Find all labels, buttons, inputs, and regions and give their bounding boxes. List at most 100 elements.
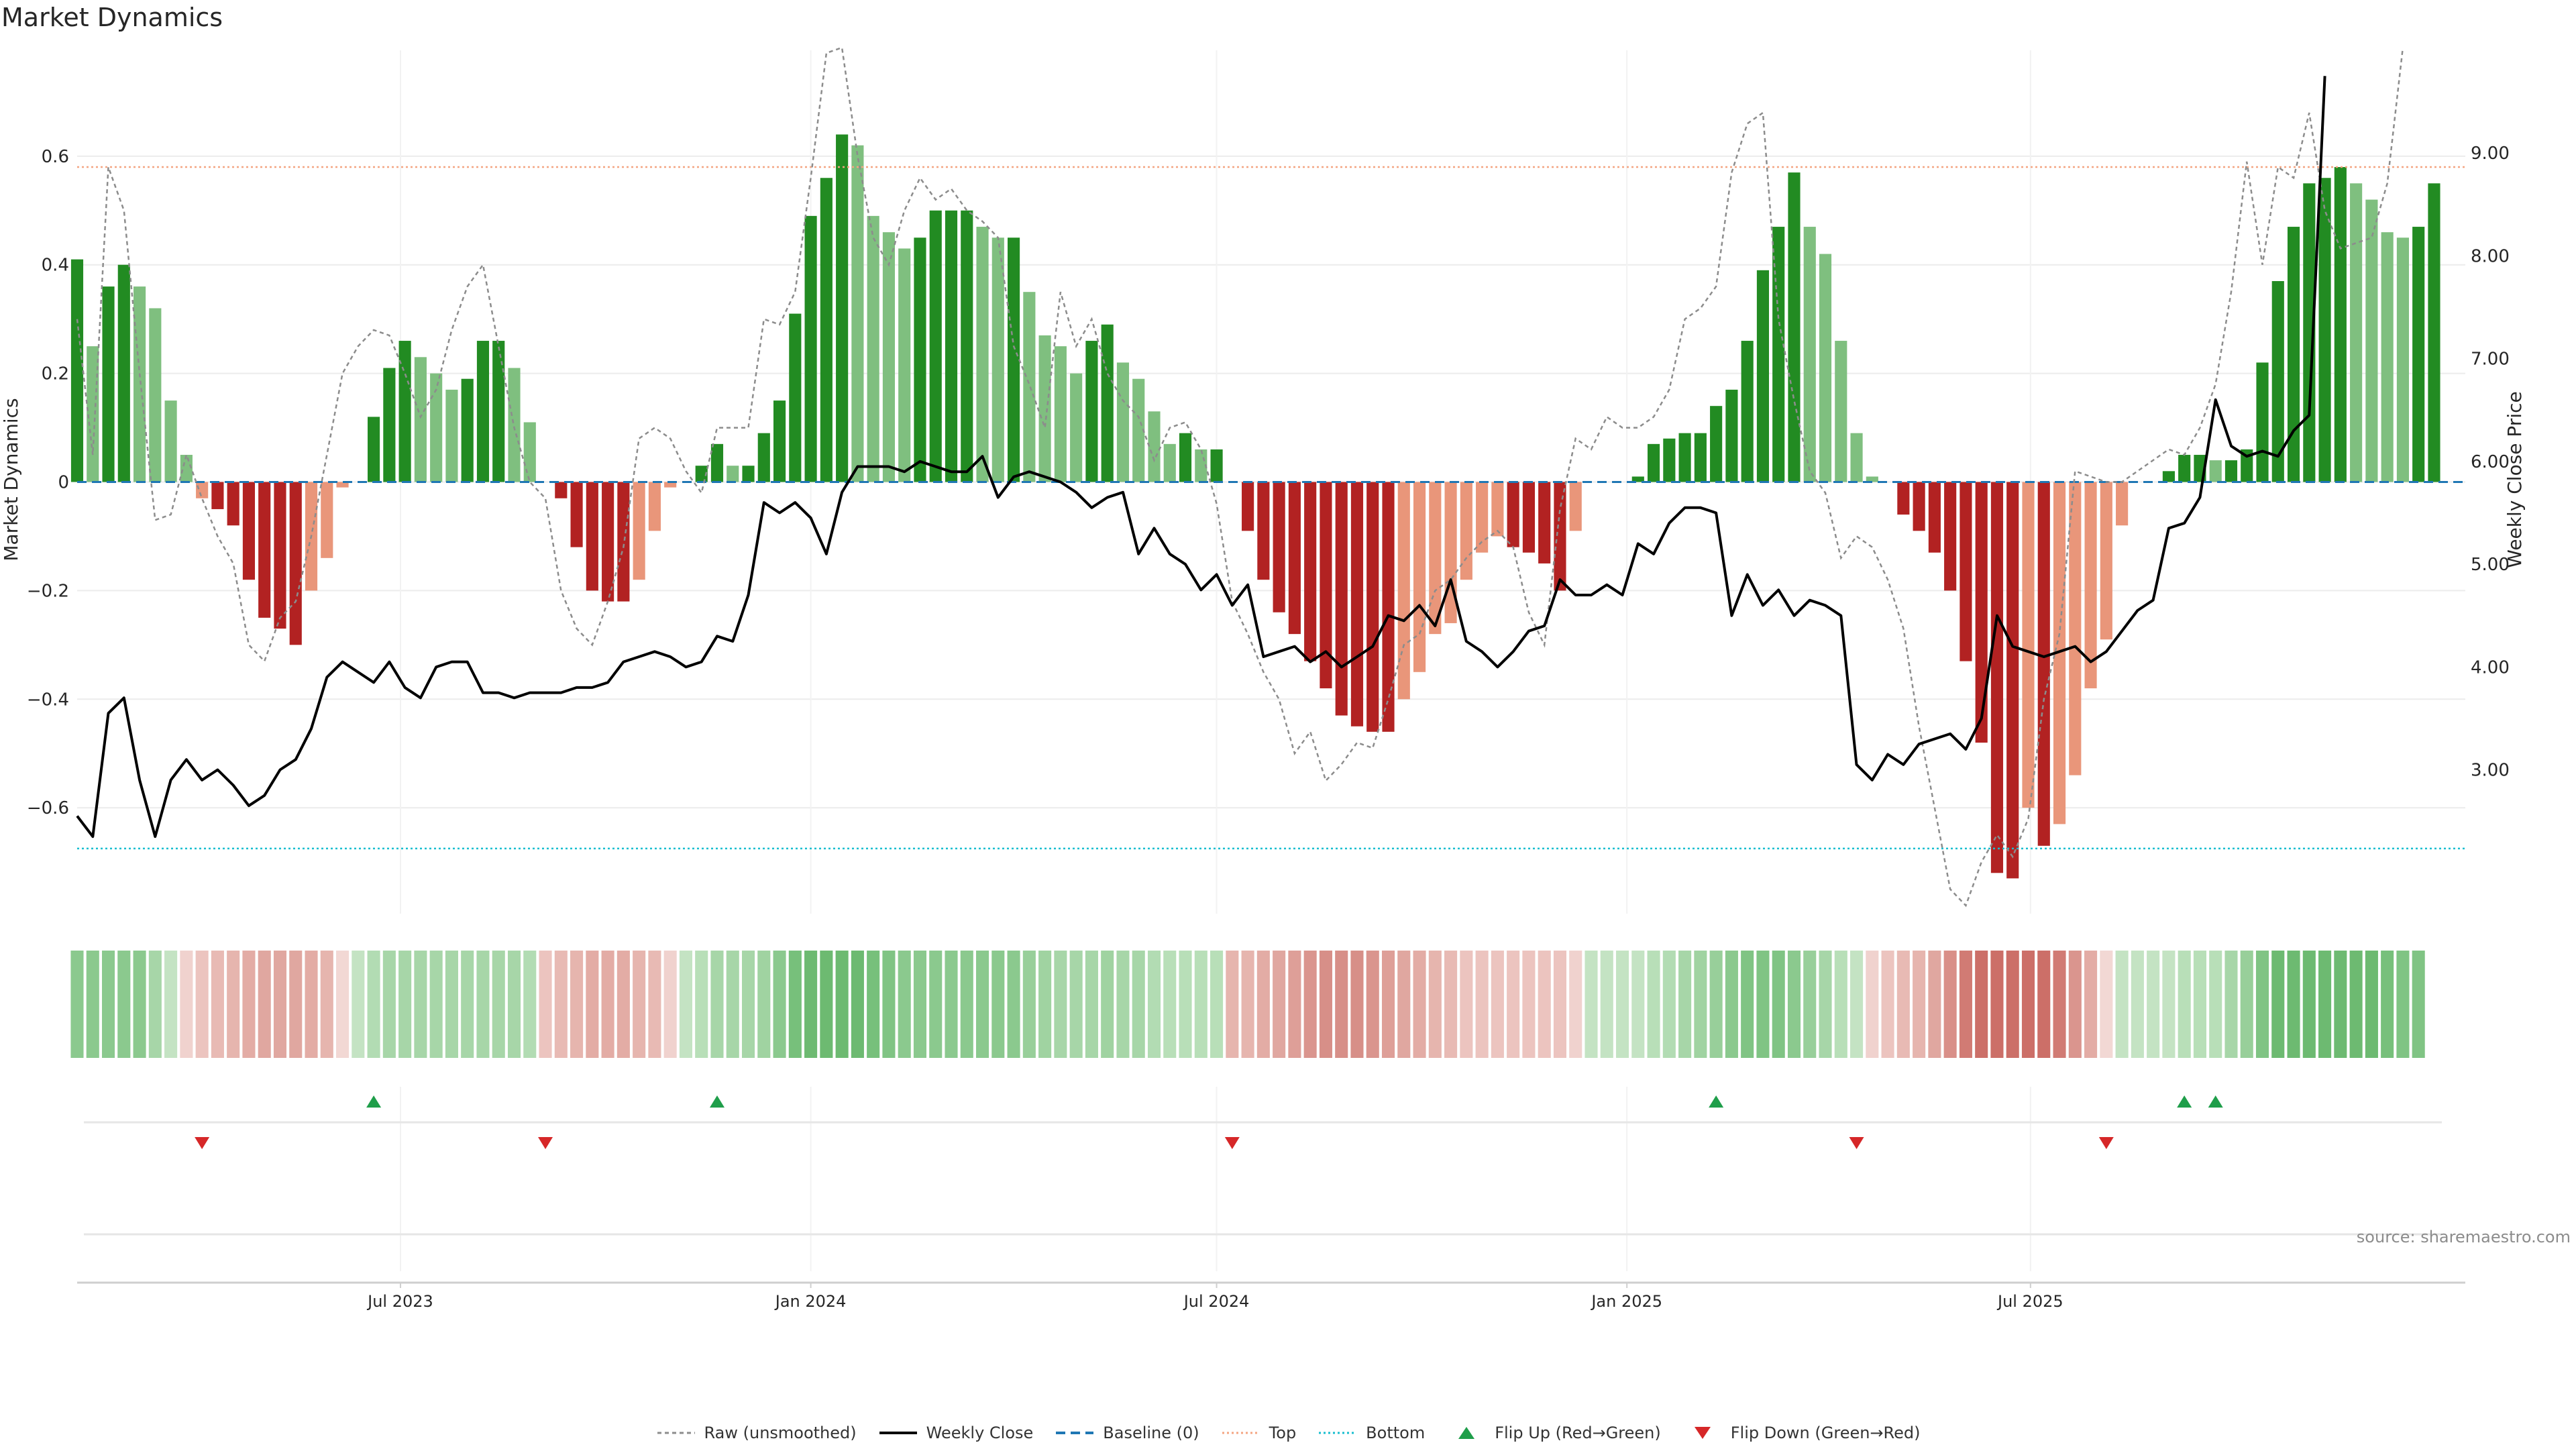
heat-cell (1194, 951, 1208, 1058)
heat-cell (2318, 951, 2332, 1058)
heat-cell (2224, 951, 2238, 1058)
source-note: source: sharemaestro.com (2357, 1228, 2571, 1246)
heat-cell (726, 951, 739, 1058)
dynamics-bars (70, 134, 2440, 879)
heat-cell (352, 951, 365, 1058)
heat-cell (586, 951, 599, 1058)
legend-item-baseline: Baseline (0) (1055, 1424, 1199, 1442)
legend-item-flip_down: Flip Down (Green→Red) (1682, 1424, 1921, 1442)
flip-down-marker (2098, 1137, 2114, 1149)
heat-cell (1631, 951, 1645, 1058)
heat-cell (616, 951, 630, 1058)
dynamics-bar (945, 210, 958, 482)
dynamics-bar (87, 346, 99, 482)
heat-cell (70, 951, 84, 1058)
dynamics-bar (70, 259, 84, 482)
heat-cell (414, 951, 427, 1058)
dynamics-bar (757, 433, 770, 482)
y-tick-label-right: 8.00 (2471, 246, 2510, 266)
dynamics-bar (1210, 449, 1223, 482)
dynamics-bar (617, 482, 630, 602)
heat-cell (882, 951, 896, 1058)
dynamics-bar (1116, 362, 1130, 482)
dynamics-bar (898, 248, 911, 482)
legend-symbol-bottom (1319, 1432, 1357, 1434)
dynamics-bar (1960, 482, 1972, 661)
dynamics-bar (1850, 433, 1863, 482)
dynamics-bar (1897, 482, 1910, 515)
heat-cell (1335, 951, 1348, 1058)
dynamics-bar (1741, 341, 1754, 482)
heat-cell (227, 951, 240, 1058)
heat-cell (913, 951, 927, 1058)
y-tick-label-left: −0.4 (27, 690, 69, 710)
dynamics-bar (149, 308, 162, 482)
heat-cell (1460, 951, 1473, 1058)
dynamics-bar (2428, 183, 2440, 482)
heat-cell (2131, 951, 2144, 1058)
flip-up-marker (2177, 1095, 2192, 1108)
dynamics-bar (492, 341, 505, 482)
heat-cell (1553, 951, 1566, 1058)
dynamics-bar (2022, 482, 2035, 808)
heat-cell (960, 951, 973, 1058)
heat-cell (1834, 951, 1847, 1058)
y-axis-label-right: Weekly Close Price (2504, 391, 2526, 568)
dynamics-bar (445, 389, 458, 482)
level-lines (77, 166, 2465, 850)
dynamics-bar (695, 466, 708, 482)
dynamics-bar (1819, 254, 1832, 482)
dynamics-bar (1913, 482, 1925, 531)
dynamics-bar (1569, 482, 1582, 531)
heat-cell (1085, 951, 1098, 1058)
heat-cell (1538, 951, 1551, 1058)
heat-cell (367, 951, 380, 1058)
legend-symbol-baseline (1056, 1432, 1094, 1434)
dynamics-bar (430, 373, 443, 482)
dynamics-bar (602, 482, 614, 602)
dynamics-bar (196, 482, 209, 498)
dynamics-bar (1350, 482, 1364, 727)
heat-cell (663, 951, 677, 1058)
heat-cell (164, 951, 178, 1058)
heat-cell (773, 951, 786, 1058)
dynamics-bar (2412, 227, 2425, 482)
y-tick-label-right: 3.00 (2471, 761, 2510, 781)
dynamics-bar (586, 482, 598, 591)
dynamics-bar (2116, 482, 2129, 526)
dynamics-bar (929, 210, 942, 482)
legend-item-raw: Raw (unsmoothed) (656, 1424, 857, 1442)
dynamics-bar (820, 178, 833, 482)
dynamics-bar (1990, 482, 2004, 873)
dynamics-bar (555, 482, 568, 498)
heat-cell (461, 951, 474, 1058)
heat-cell (242, 951, 256, 1058)
heat-cell (741, 951, 755, 1058)
dynamics-bar (773, 400, 786, 482)
heat-cell (648, 951, 661, 1058)
legend-symbol-raw (657, 1432, 695, 1434)
dynamics-bar (102, 286, 115, 482)
dynamics-bar (836, 134, 849, 482)
heat-cell (1397, 951, 1411, 1058)
heat-cell (898, 951, 911, 1058)
y-tick-label-right: 7.00 (2471, 350, 2510, 370)
x-tick-label: Jan 2025 (1590, 1292, 1662, 1311)
axes: −0.6 −0.4 −0.2 0 0.2 0.4 0.6 3.00 4.00 5.00 6.00 7.… (27, 144, 2510, 818)
x-axis: Jul 2023 Jan 2024 Jul 2024 Jan 2025 Jul 2025 (77, 1281, 2465, 1311)
heat-cell (211, 951, 224, 1058)
dynamics-bar (1694, 433, 1707, 482)
dynamics-bar (664, 482, 677, 488)
dynamics-bar (1038, 335, 1051, 482)
dynamics-bar (1413, 482, 1426, 672)
flip-up-marker (2208, 1095, 2223, 1108)
dynamics-bar (1803, 227, 1816, 482)
dynamics-bar (211, 482, 224, 509)
heat-cell (1585, 951, 1598, 1058)
dynamics-bar (2256, 362, 2269, 482)
dynamics-bar (398, 341, 411, 482)
flip-up-marker (1709, 1095, 1724, 1108)
flip-down-marker (1849, 1137, 1864, 1149)
dynamics-bar (2271, 281, 2284, 482)
dynamics-bar (2069, 482, 2082, 775)
